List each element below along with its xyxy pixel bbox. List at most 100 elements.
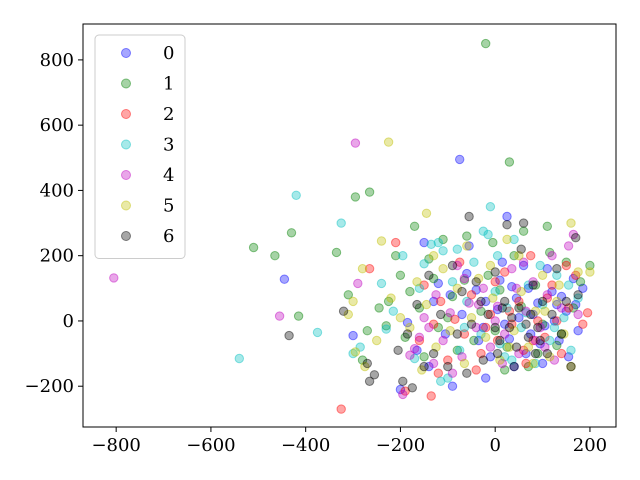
scatter-point-series-3 <box>476 329 486 339</box>
scatter-point-series-0 <box>526 329 536 339</box>
scatter-point-series-1 <box>476 306 486 316</box>
scatter-point-series-0 <box>428 296 439 307</box>
scatter-point-series-6 <box>466 319 477 329</box>
scatter-point-series-1 <box>362 326 372 336</box>
scatter-point-series-3 <box>312 327 323 338</box>
scatter-point-series-0 <box>568 273 579 284</box>
scatter-point-series-3 <box>535 260 545 271</box>
x-tick-label: −200 <box>376 435 425 456</box>
legend: 0 1 2 3 4 5 6 <box>94 34 186 259</box>
scatter-point-series-6 <box>464 211 474 222</box>
scatter-point-series-1 <box>438 234 448 245</box>
scatter-point-series-1 <box>419 352 429 362</box>
scatter-point-series-2 <box>481 322 491 333</box>
scatter-point-series-2 <box>419 280 429 290</box>
scatter-point-series-3 <box>469 257 479 267</box>
scatter-point-series-4 <box>471 322 481 333</box>
scatter-point-series-6 <box>507 313 517 323</box>
scatter-point-series-6 <box>436 309 446 320</box>
scatter-point-series-3 <box>355 342 365 352</box>
scatter-point-series-6 <box>552 264 562 274</box>
scatter-point-series-3 <box>388 306 398 316</box>
scatter-point-series-0 <box>473 335 484 346</box>
scatter-point-series-0 <box>279 274 290 284</box>
scatter-point-series-5 <box>383 137 394 147</box>
scatter-point-series-1 <box>495 285 505 295</box>
scatter-point-series-6 <box>528 280 538 290</box>
scatter-point-series-1 <box>286 228 297 238</box>
scatter-point-series-1 <box>400 332 410 342</box>
y-tick-label: −200 <box>25 376 74 397</box>
scatter-point-series-0 <box>552 299 562 310</box>
scatter-point-series-5 <box>350 347 361 357</box>
points-layer <box>109 38 595 414</box>
scatter-point-series-1 <box>481 38 491 49</box>
scatter-point-series-5 <box>585 267 595 277</box>
scatter-point-series-3 <box>234 353 245 364</box>
scatter-point-series-0 <box>481 373 491 383</box>
scatter-point-series-1 <box>561 257 571 267</box>
scatter-point-series-5 <box>357 264 368 274</box>
scatter-point-series-1 <box>459 275 470 285</box>
scatter-point-series-4 <box>568 229 579 240</box>
scatter-point-series-2 <box>521 358 531 369</box>
scatter-point-series-6 <box>478 355 488 365</box>
scatter-point-series-6 <box>428 348 439 359</box>
scatter-point-series-5 <box>509 326 519 336</box>
scatter-point-series-6 <box>523 332 534 342</box>
scatter-point-series-3 <box>559 313 569 323</box>
scatter-point-series-1 <box>248 242 259 253</box>
scatter-point-series-4 <box>511 283 522 293</box>
y-tick-label: 400 <box>40 180 74 201</box>
legend-box <box>94 34 186 259</box>
scatter-point-series-0 <box>492 304 503 315</box>
scatter-point-series-0 <box>424 361 434 372</box>
scatter-point-series-4 <box>514 348 524 359</box>
scatter-point-series-4 <box>518 257 529 267</box>
scatter-point-series-1 <box>383 296 394 307</box>
scatter-point-series-0 <box>502 211 512 222</box>
scatter-point-series-3 <box>530 358 541 369</box>
scatter-point-series-4 <box>409 344 420 354</box>
scatter-point-series-0 <box>578 283 588 293</box>
scatter-point-series-2 <box>500 267 510 277</box>
scatter-point-series-5 <box>417 365 427 375</box>
scatter-point-series-2 <box>518 345 529 355</box>
scatter-point-series-5 <box>372 335 382 346</box>
scatter-point-series-6 <box>490 267 500 277</box>
scatter-point-series-4 <box>109 273 119 283</box>
scatter-point-series-0 <box>542 264 552 274</box>
scatter-point-series-5 <box>566 361 576 372</box>
scatter-point-series-5 <box>452 283 462 293</box>
scatter-point-series-1 <box>357 355 368 365</box>
scatter-point-series-6 <box>535 335 545 346</box>
scatter-point-series-5 <box>445 326 455 336</box>
scatter-point-series-6 <box>338 306 349 316</box>
scatter-point-series-4 <box>542 290 552 300</box>
scatter-point-series-6 <box>561 296 571 307</box>
scatter-point-series-0 <box>478 322 488 333</box>
legend-marker-6 <box>121 231 131 241</box>
scatter-point-series-3 <box>495 339 505 349</box>
scatter-point-series-5 <box>545 352 555 362</box>
scatter-point-series-0 <box>540 321 550 331</box>
scatter-point-series-6 <box>509 361 519 372</box>
scatter-point-series-6 <box>542 348 552 359</box>
scatter-point-series-0 <box>535 339 545 349</box>
scatter-point-series-4 <box>274 311 285 321</box>
scatter-point-series-5 <box>462 241 472 251</box>
legend-marker-2 <box>121 109 131 119</box>
scatter-point-series-3 <box>398 251 408 261</box>
scatter-point-series-3 <box>419 259 429 269</box>
scatter-point-series-1 <box>537 319 548 329</box>
scatter-point-series-4 <box>507 264 517 274</box>
scatter-point-series-4 <box>452 260 462 271</box>
scatter-point-series-6 <box>518 218 529 228</box>
scatter-point-series-4 <box>556 303 567 313</box>
scatter-point-series-5 <box>481 332 491 342</box>
scatter-point-series-2 <box>336 404 346 414</box>
scatter-point-series-1 <box>502 342 512 352</box>
scatter-point-series-1 <box>414 303 425 313</box>
